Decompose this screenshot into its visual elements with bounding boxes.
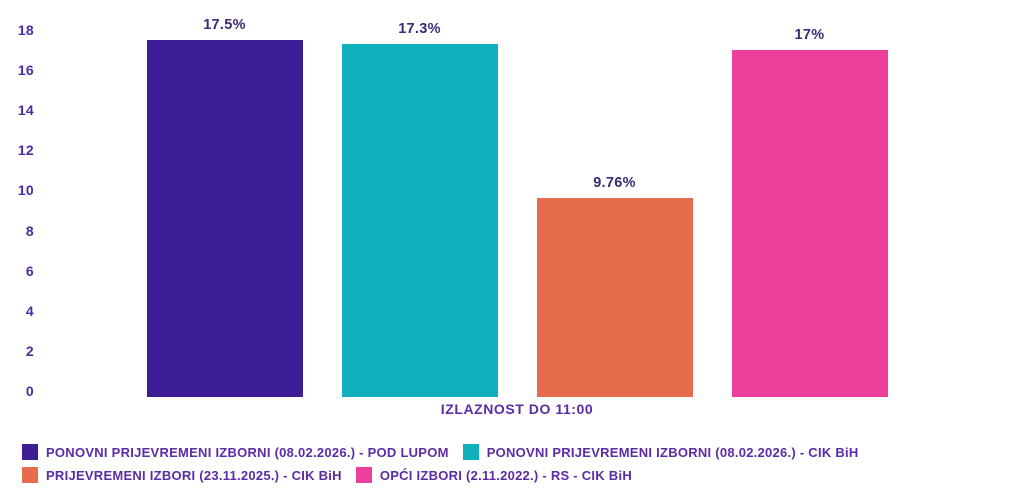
y-tick-label: 2 [25,342,34,359]
legend: PONOVNI PRIJEVREMENI IZBORNI (08.02.2026… [22,444,1022,483]
bar[interactable] [731,50,888,397]
y-tick-label: 8 [25,222,34,239]
legend-item[interactable]: OPĆI IZBORI (2.11.2022.) - RS - CIK BiH [355,467,632,483]
bar-value-label: 17.5% [203,17,246,33]
bar-value-label: 17% [794,27,825,43]
y-tick-label: 10 [17,182,34,199]
y-tick-label: 18 [17,21,34,38]
y-tick-label: 4 [25,302,34,319]
legend-item[interactable]: PONOVNI PRIJEVREMENI IZBORNI (08.02.2026… [462,444,859,460]
x-axis-label: IZLAZNOST DO 11:00 [440,401,594,417]
bar[interactable] [536,198,693,397]
y-axis: 0 2 4 6 8 10 12 14 16 18 [0,0,34,399]
bar[interactable] [341,44,498,397]
legend-swatch-icon [22,444,38,460]
legend-item[interactable]: PONOVNI PRIJEVREMENI IZBORNI (08.02.2026… [22,444,449,460]
bar-cell: 17.3% [341,21,498,397]
legend-swatch-icon [22,467,38,483]
bar-cell: 9.76% [536,175,693,397]
bar[interactable] [146,40,303,397]
legend-label: PRIJEVREMENI IZBORI (23.11.2025.) - CIK … [46,467,342,483]
legend-label: OPĆI IZBORI (2.11.2022.) - RS - CIK BiH [379,467,632,483]
legend-label: PONOVNI PRIJEVREMENI IZBORNI (08.02.2026… [486,444,859,460]
bar-value-label: 17.3% [398,21,441,37]
bar-cell: 17% [731,27,888,397]
legend-swatch-icon [462,444,479,460]
legend-label: PONOVNI PRIJEVREMENI IZBORNI (08.02.2026… [46,444,449,460]
y-tick-label: 0 [25,383,34,399]
y-tick-label: 14 [17,102,34,119]
legend-swatch-icon [355,467,372,483]
y-tick-label: 16 [17,62,34,79]
bar-value-label: 9.76% [593,175,636,191]
plot-area: 17.5% 17.3% 9.76% 17% [70,0,964,397]
y-tick-label: 6 [25,262,34,279]
legend-item[interactable]: PRIJEVREMENI IZBORI (23.11.2025.) - CIK … [22,467,342,483]
bar-group: 17.5% 17.3% 9.76% 17% [70,17,964,397]
y-tick-label: 12 [17,142,34,159]
bar-cell: 17.5% [146,17,303,397]
